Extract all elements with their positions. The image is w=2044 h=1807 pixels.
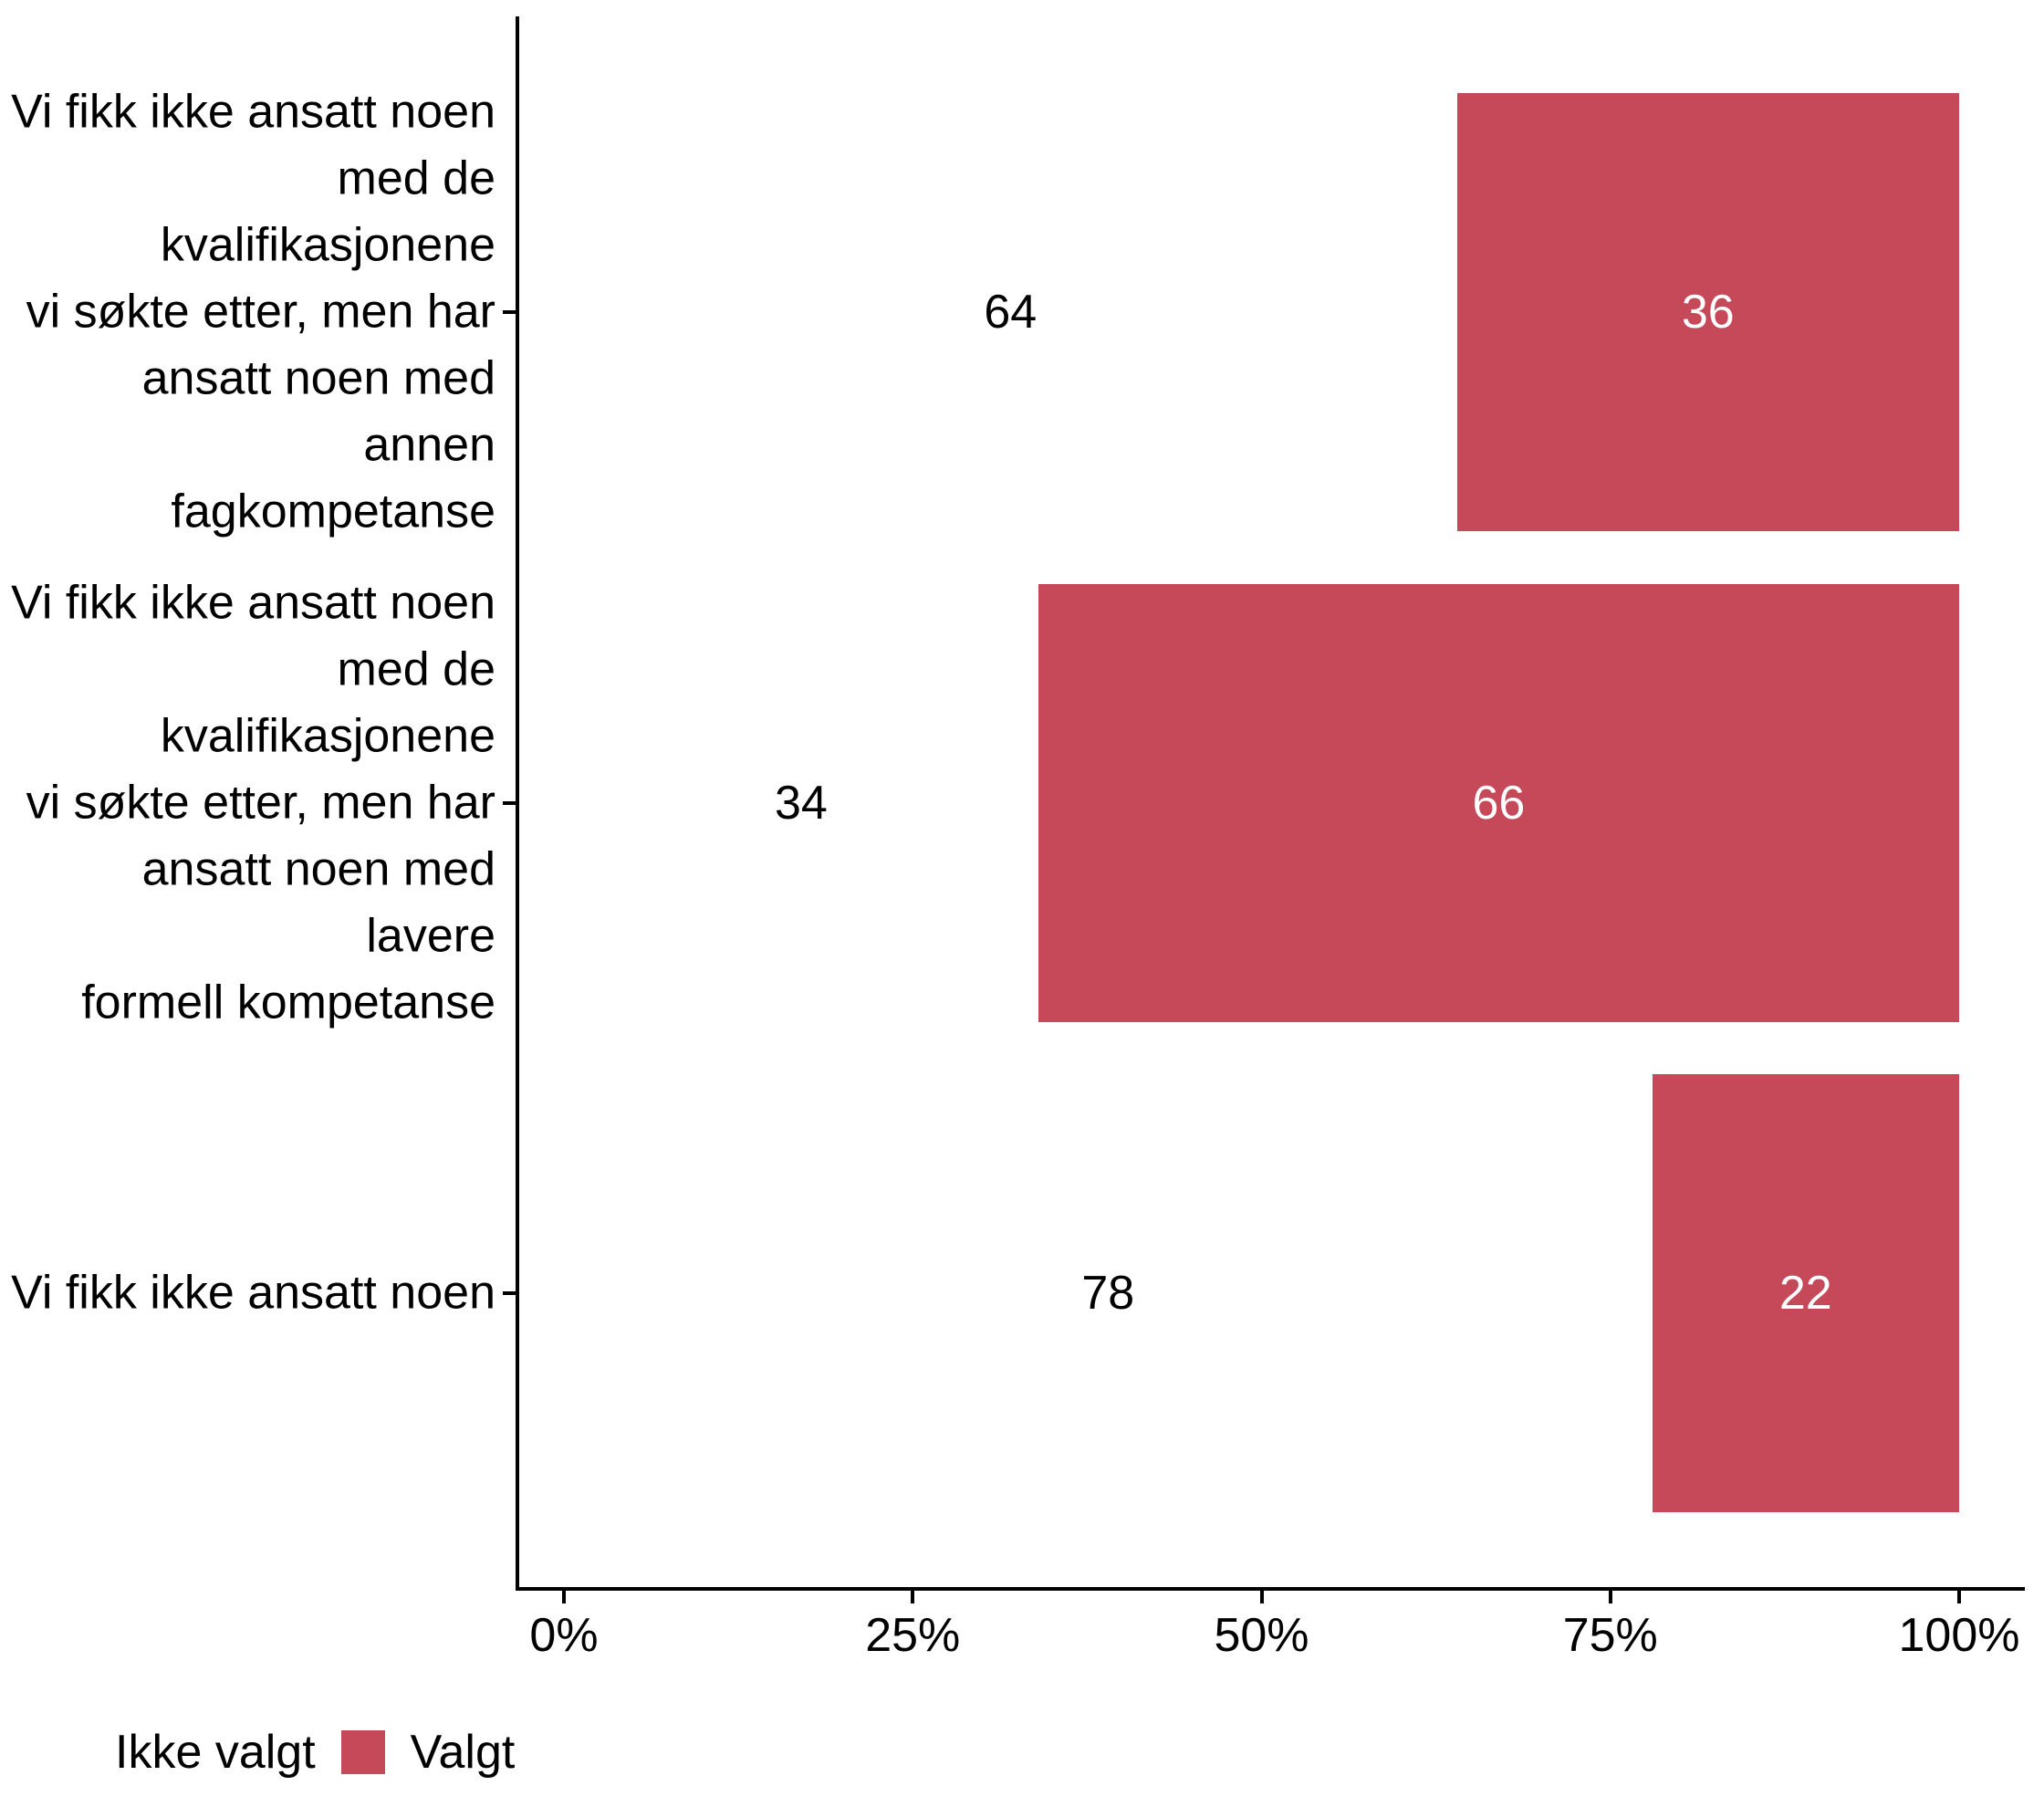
bar-segment-valgt [1456, 93, 1959, 531]
legend: Ikke valgt Valgt [46, 1725, 515, 1780]
legend-swatch-valgt [340, 1730, 385, 1774]
value-label-ikke-valgt: 64 [984, 286, 1038, 339]
legend-label: Ikke valgt [115, 1726, 316, 1779]
x-tick [1608, 1591, 1612, 1603]
value-label-ikke-valgt: 78 [1081, 1267, 1135, 1320]
x-tick [1259, 1591, 1264, 1603]
y-tick [503, 310, 516, 314]
category-label: Vi fikk ikke ansatt noen med de kvalifik… [11, 85, 495, 538]
x-tick-label: 0% [529, 1609, 599, 1662]
x-tick [911, 1591, 915, 1603]
category-label: Vi fikk ikke ansatt noen med de kvalifik… [11, 576, 495, 1029]
y-axis-line [516, 16, 519, 1591]
x-tick [1957, 1591, 1961, 1603]
x-tick-label: 100% [1898, 1609, 2020, 1662]
value-label-valgt: 66 [1472, 777, 1526, 830]
legend-swatch-ikke-valgt [46, 1730, 89, 1774]
value-label-valgt: 36 [1681, 286, 1735, 339]
bar-segment-valgt [1038, 584, 1959, 1022]
x-tick-label: 25% [865, 1609, 961, 1662]
legend-label: Valgt [410, 1726, 516, 1779]
value-label-ikke-valgt: 34 [775, 777, 828, 830]
x-tick [562, 1591, 566, 1603]
category-label: Vi fikk ikke ansatt noen [11, 1266, 495, 1320]
x-axis-line [516, 1587, 2025, 1591]
y-tick [503, 1291, 516, 1295]
x-tick-label: 50% [1214, 1609, 1309, 1662]
bar-segment-valgt [1652, 1074, 1959, 1512]
value-label-valgt: 22 [1778, 1267, 1832, 1320]
y-tick [503, 801, 516, 805]
x-tick-label: 75% [1562, 1609, 1658, 1662]
